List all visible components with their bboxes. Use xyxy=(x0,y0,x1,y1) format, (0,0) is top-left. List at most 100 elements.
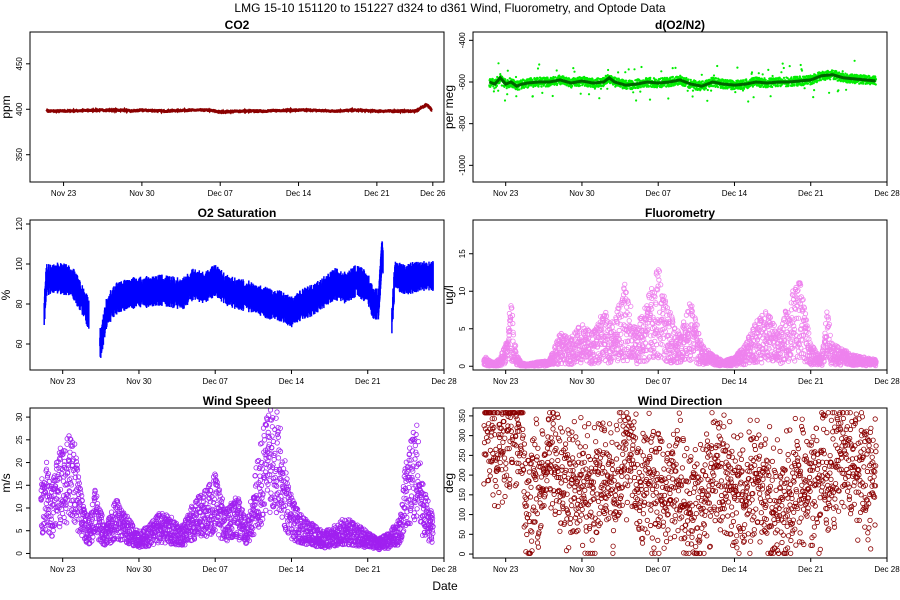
o2n2-point xyxy=(589,85,592,88)
o2n2-point xyxy=(671,67,674,70)
o2n2-point xyxy=(781,62,784,65)
o2n2-point xyxy=(506,93,509,96)
fluor-point xyxy=(616,305,622,312)
co2-xtick-label: Nov 30 xyxy=(129,189,155,198)
fluor-point xyxy=(598,341,604,347)
fluor-point xyxy=(505,341,511,348)
o2n2-point xyxy=(691,89,695,92)
fluor-point xyxy=(620,357,626,364)
o2n2-point xyxy=(761,73,764,76)
o2n2-point xyxy=(757,72,760,75)
o2n2-ytick-label: -1000 xyxy=(458,155,467,176)
o2n2-point xyxy=(874,75,877,79)
o2n2-point xyxy=(674,66,677,69)
co2-ytick-label: 400 xyxy=(15,102,24,116)
o2n2-point xyxy=(518,88,521,91)
o2n2-point xyxy=(499,73,502,76)
o2n2-point xyxy=(571,84,574,88)
o2n2-point xyxy=(587,93,591,96)
o2n2-point xyxy=(799,63,802,67)
o2n2-point xyxy=(566,83,569,86)
o2n2-point xyxy=(670,84,674,87)
o2n2-point xyxy=(540,85,543,88)
o2n2-plot-frame xyxy=(472,31,888,183)
o2n2-point xyxy=(671,75,675,78)
o2n2-point xyxy=(790,76,793,79)
o2n2-ylabel: per meg xyxy=(442,85,456,129)
o2n2-point xyxy=(663,84,666,87)
o2n2-point xyxy=(626,87,629,90)
o2n2-mean-line xyxy=(488,73,876,88)
co2-ylabel: ppm xyxy=(0,95,13,118)
fluor-point xyxy=(596,326,602,332)
fluor-title: Fluorometry xyxy=(645,206,715,220)
o2n2-point xyxy=(689,78,692,81)
o2n2-point xyxy=(647,85,650,88)
fluor-point xyxy=(576,324,582,331)
co2-xtick-label: Dec 21 xyxy=(364,189,390,198)
o2n2-point xyxy=(515,95,518,98)
o2n2-point xyxy=(780,71,783,74)
o2n2-point xyxy=(530,84,533,87)
o2n2-point xyxy=(597,77,600,80)
o2n2-point xyxy=(639,90,642,93)
fluor-point xyxy=(619,354,626,361)
o2n2-xtick-label: Dec 14 xyxy=(722,189,748,198)
fluor-point xyxy=(611,319,617,326)
fluor-point xyxy=(591,341,597,347)
o2n2-point xyxy=(812,82,815,85)
o2n2-point xyxy=(558,74,561,77)
o2n2-point xyxy=(845,88,848,91)
fluor-point xyxy=(592,343,598,349)
fluor-point xyxy=(584,335,590,341)
o2n2-point xyxy=(536,67,540,70)
o2n2-point xyxy=(706,88,709,92)
o2n2-point xyxy=(624,79,628,82)
fluor-point xyxy=(590,352,596,358)
o2n2-point xyxy=(634,86,637,90)
o2n2-point xyxy=(700,73,703,76)
o2n2-point xyxy=(819,79,823,82)
o2n2-point xyxy=(853,59,856,62)
fluor-point xyxy=(610,354,616,361)
o2n2-point xyxy=(579,92,582,95)
fluor-point xyxy=(507,317,513,324)
fluor-point xyxy=(512,342,519,349)
o2n2-point xyxy=(578,82,581,85)
o2n2-point xyxy=(763,77,766,80)
o2n2-point xyxy=(635,99,638,102)
fluor-point xyxy=(579,322,586,328)
fluor-point xyxy=(595,360,601,366)
o2n2-point xyxy=(706,99,709,102)
o2n2-point xyxy=(621,86,625,89)
o2n2-point xyxy=(678,82,681,85)
fluor-point xyxy=(569,333,575,339)
o2n2-point xyxy=(656,85,659,88)
fluor-point xyxy=(606,342,612,348)
o2n2-point xyxy=(492,85,495,88)
fluor-point xyxy=(562,360,568,367)
o2n2-point xyxy=(648,98,652,101)
o2sat-marks xyxy=(43,241,434,358)
o2n2-point xyxy=(556,82,559,85)
fluor-point xyxy=(614,341,620,348)
o2n2-point xyxy=(503,99,507,102)
o2n2-point xyxy=(782,76,786,79)
o2sat-ytick-label: 80 xyxy=(15,299,24,308)
o2n2-point xyxy=(831,69,835,72)
fluor-point xyxy=(583,327,589,334)
o2n2-point xyxy=(767,68,770,71)
o2n2-point xyxy=(743,87,746,90)
o2n2-point xyxy=(504,78,507,81)
o2n2-point xyxy=(555,69,558,72)
o2n2-point xyxy=(694,79,697,83)
o2n2-point xyxy=(598,97,601,100)
o2n2-point xyxy=(812,96,815,99)
o2n2-point xyxy=(772,83,776,86)
o2sat-xtick-label: Dec 28 xyxy=(431,377,457,386)
o2n2-point xyxy=(764,78,767,82)
o2n2-point xyxy=(606,74,609,77)
o2n2-point xyxy=(750,71,754,74)
fluor-marks xyxy=(481,267,879,369)
